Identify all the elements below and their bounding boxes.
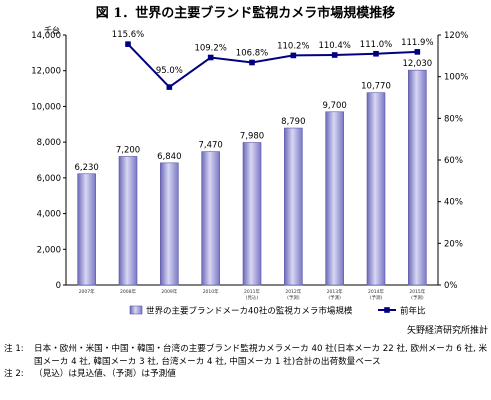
left-axis-tick-label: 14,000: [31, 31, 61, 41]
bar: [77, 173, 96, 286]
bar-value-label: 9,700: [322, 101, 346, 111]
left-axis-tick-label: 4,000: [37, 210, 61, 220]
x-axis-tick-label: (見込): [246, 294, 259, 301]
footnote-text: （見込）は見込値、（予測）は予測値: [34, 369, 176, 379]
legend-line-label: 前年比: [400, 306, 426, 317]
left-axis-tick-label: 8,000: [37, 138, 61, 148]
growth-marker: [207, 54, 214, 61]
growth-value-label: 110.4%: [318, 41, 350, 51]
growth-marker: [331, 52, 338, 58]
left-axis-unit: 千台: [44, 25, 60, 35]
left-axis-tick-label: 0: [56, 281, 61, 291]
left-axis-tick-label: 12,000: [31, 67, 61, 77]
right-axis-tick-label: 100%: [444, 73, 468, 83]
chart-title: 図 1．世界の主要ブランド監視カメラ市場規模推移: [95, 6, 396, 21]
bar: [325, 111, 344, 286]
footnote-label: 注 1:: [4, 344, 24, 354]
bar: [242, 142, 262, 286]
footnote-label: 注 2:: [4, 369, 24, 379]
bar: [284, 127, 303, 286]
legend-bar-swatch: [129, 305, 143, 315]
growth-value-label: 95.0%: [156, 66, 183, 76]
right-axis-tick-label: 40%: [444, 198, 463, 208]
x-axis-tick-label: 2009年: [161, 288, 177, 295]
bar-value-label: 6,840: [157, 152, 181, 162]
growth-line: [127, 43, 418, 89]
bar-value-label: 12,030: [402, 59, 432, 69]
right-axis-tick-label: 120%: [444, 31, 468, 41]
legend-bar-label: 世界の主要ブランドメーカ40社の監視カメラ市場規模: [146, 306, 353, 317]
right-axis-tick-label: 20%: [444, 239, 463, 249]
bar-value-label: 7,470: [198, 141, 222, 151]
x-axis-tick-label: 2010年: [203, 288, 219, 295]
bar: [201, 151, 220, 286]
growth-marker: [414, 49, 421, 55]
bar: [408, 69, 427, 286]
footnotes: 注 1: 日本・欧州・米国・中国・韓国・台湾の主要ブランド監視カメラメーカ 40…: [4, 343, 488, 381]
growth-value-label: 110.2%: [277, 41, 309, 51]
bar-value-label: 6,230: [74, 163, 98, 173]
bar: [366, 92, 386, 286]
legend-line-marker: [384, 307, 390, 313]
right-axis-tick-label: 60%: [444, 156, 463, 166]
x-axis-tick-label: 2012年: [285, 288, 301, 295]
bar: [160, 162, 179, 286]
growth-marker: [290, 52, 297, 59]
x-axis-tick-label: 2008年: [120, 288, 136, 295]
bar: [118, 156, 138, 286]
growth-value-label: 109.2%: [194, 44, 226, 54]
left-axis-tick-label: 2,000: [37, 245, 61, 255]
x-axis-tick-label: 2015年: [409, 288, 425, 295]
growth-value-label: 106.8%: [236, 49, 268, 59]
chart: 0 2,000 4,000 6,000 8,000 10,000 12,000 14,000 0…: [31, 25, 488, 336]
right-axis-tick-label: 0%: [444, 281, 458, 291]
growth-marker: [249, 59, 255, 66]
growth-value-label: 111.9%: [401, 38, 433, 48]
growth-marker: [373, 50, 379, 57]
left-axis-tick-label: 10,000: [31, 102, 61, 112]
bar-value-label: 10,770: [361, 82, 391, 92]
x-axis-tick-label: (予測): [370, 294, 383, 301]
x-axis-tick-label: (予測): [411, 294, 424, 301]
growth-value-label: 115.6%: [112, 30, 144, 40]
bar-value-label: 7,980: [240, 132, 264, 142]
growth-marker: [166, 84, 173, 90]
growth-marker: [125, 41, 131, 47]
footnote-1: 注 1: 日本・欧州・米国・中国・韓国・台湾の主要ブランド監視カメラメーカ 40…: [4, 343, 488, 368]
footnote-text: 日本・欧州・米国・中国・韓国・台湾の主要ブランド監視カメラメーカ 40 社(日本…: [34, 344, 488, 367]
right-axis-tick-label: 80%: [444, 114, 463, 124]
x-axis-tick-label: 2013年: [327, 288, 343, 295]
bar-value-label: 7,200: [116, 145, 140, 155]
left-axis-tick-label: 6,000: [37, 174, 61, 184]
bar-value-label: 8,790: [281, 117, 305, 127]
x-axis-tick-label: 2011年: [244, 288, 260, 295]
footnote-2: 注 2: （見込）は見込値、（予測）は予測値: [4, 368, 488, 381]
x-axis-tick-label: (予測): [287, 294, 300, 301]
x-axis-tick-label: (予測): [328, 294, 341, 301]
x-axis-tick-label: 2014年: [368, 288, 384, 295]
source-note: 矢野経済研究所推計: [407, 324, 488, 336]
x-axis-tick-label: 2007年: [79, 288, 95, 295]
growth-value-label: 111.0%: [360, 40, 392, 50]
